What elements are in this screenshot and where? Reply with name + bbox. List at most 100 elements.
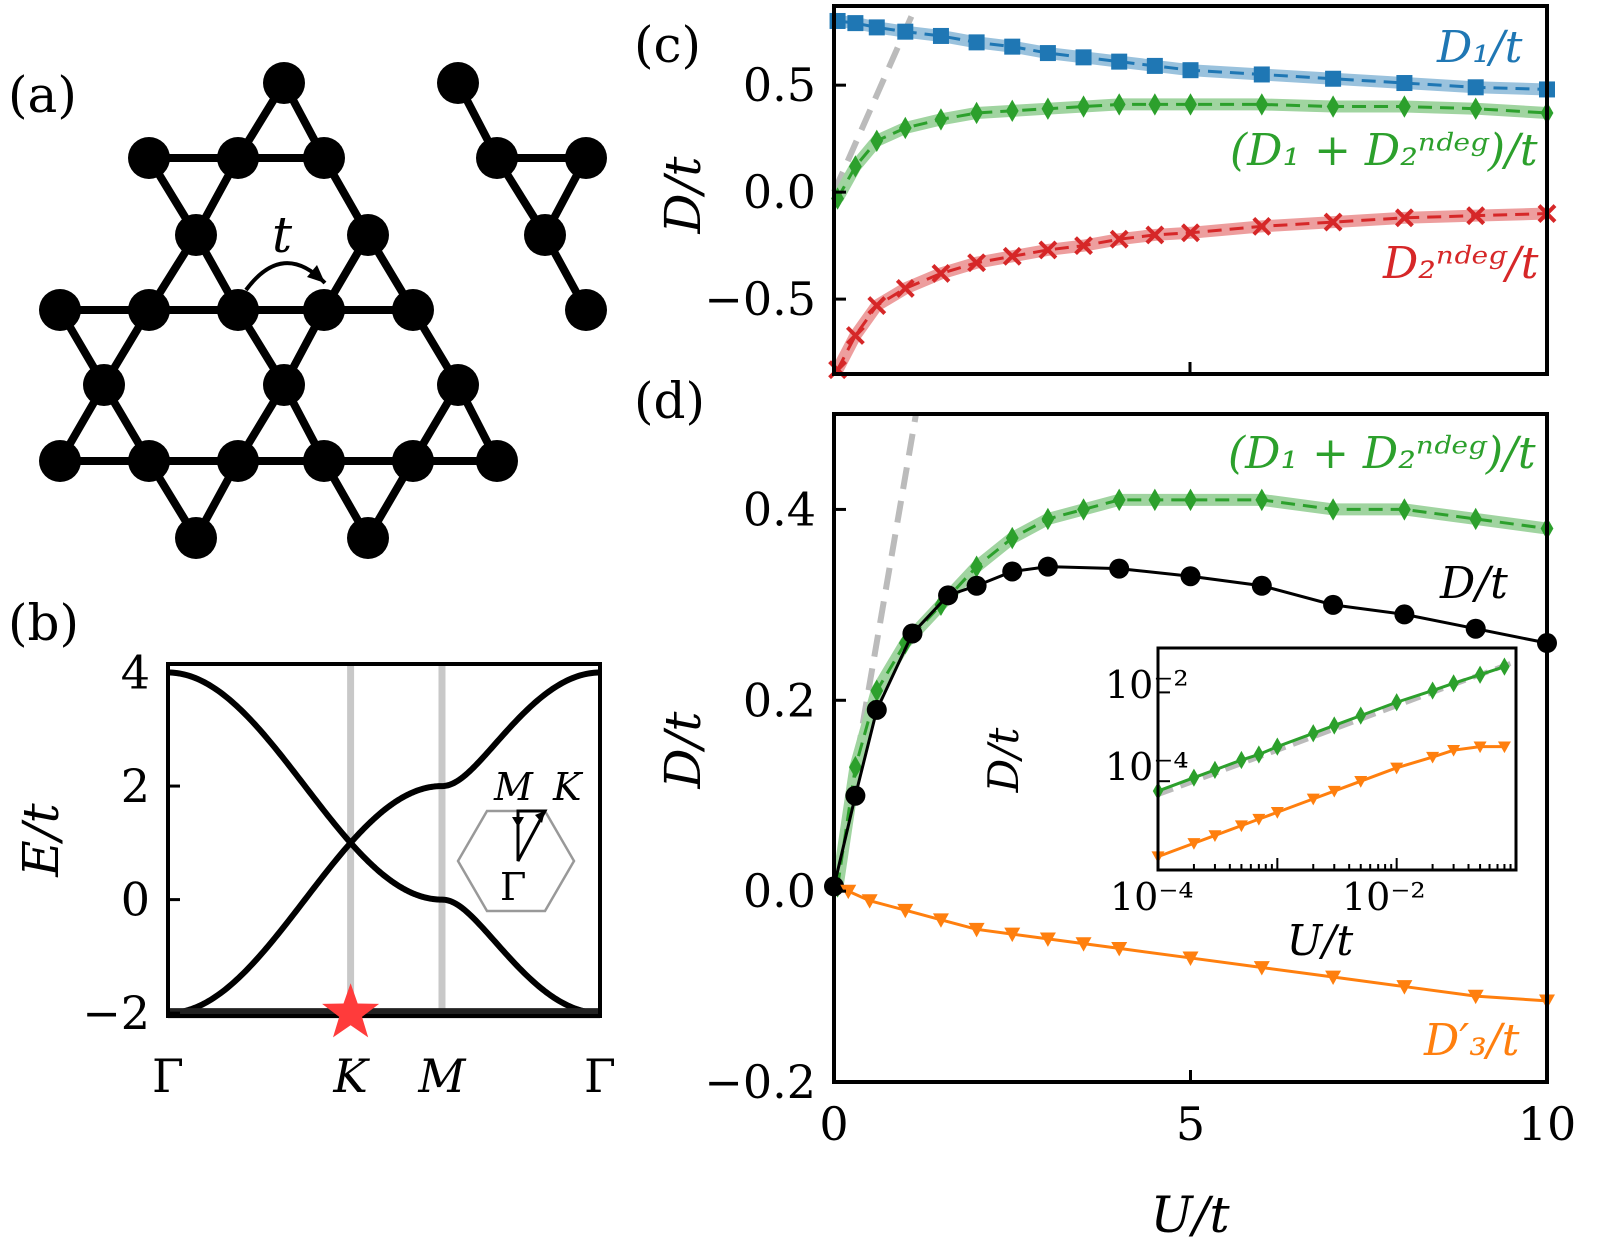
data-point <box>1002 246 1022 266</box>
data-point <box>1039 932 1056 947</box>
data-point <box>1075 49 1092 66</box>
kagome-lattice <box>39 62 607 559</box>
x-tick-label: 0 <box>819 1097 848 1151</box>
x-ticks: 0 5 10 <box>819 1070 1576 1151</box>
lattice-site <box>437 364 479 406</box>
data-point <box>897 903 914 919</box>
lattice-site <box>217 440 259 482</box>
data-point <box>1208 830 1222 842</box>
data-point <box>1398 95 1411 118</box>
data-point <box>1469 507 1483 531</box>
data-point <box>1109 558 1130 579</box>
data-point <box>1326 498 1340 521</box>
legend-D1-plus-D2ndeg: (D₁ + D₂ⁿᵈᵉᵍ)/t <box>1230 125 1538 176</box>
data-point <box>847 15 864 32</box>
data-point <box>1270 807 1284 819</box>
data-point <box>1038 240 1058 260</box>
lattice-site <box>476 137 518 179</box>
data-point <box>1355 706 1366 725</box>
data-point <box>897 23 914 40</box>
flat-band-star-marker <box>322 983 380 1038</box>
data-point <box>1002 561 1023 582</box>
data-point <box>1327 785 1341 798</box>
data-point <box>840 884 857 900</box>
data-point <box>845 785 866 806</box>
x-tick-label: Γ <box>152 1049 184 1103</box>
data-point <box>966 575 987 596</box>
data-point <box>1499 657 1510 676</box>
data-point <box>1182 62 1199 79</box>
high-symmetry-lines <box>347 664 446 1016</box>
lattice-site <box>303 137 345 179</box>
y-axis-label: D/t <box>654 711 712 790</box>
data-point <box>1005 99 1019 123</box>
data-point <box>1005 526 1019 550</box>
panel-label-c: (c) <box>634 16 701 74</box>
data-point <box>1188 768 1200 787</box>
data-point <box>1234 820 1248 833</box>
data-point <box>895 279 915 298</box>
data-point <box>1111 942 1128 957</box>
bz-inset: M K Γ <box>456 765 584 913</box>
hopping-arrow <box>244 261 327 292</box>
data-point <box>1326 95 1340 118</box>
bz-label-M: M <box>493 765 534 809</box>
legend-D1: D₁/t <box>1436 22 1523 73</box>
data-point <box>1466 206 1486 226</box>
lattice-site <box>347 214 389 256</box>
panel-c-series <box>828 4 1557 380</box>
band-curves <box>167 669 601 1019</box>
data-point <box>1396 980 1413 995</box>
data-point <box>932 27 949 44</box>
inset-ticks <box>1157 691 1517 870</box>
data-point <box>1323 212 1343 232</box>
data-point <box>1004 927 1021 943</box>
y-tick-label: 2 <box>121 759 150 813</box>
panel-c: 0.5 0.0 −0.5 D/t D₁/t (D₁ + D₂ⁿᵈᵉᵍ)/t D₂ⁿᵈ… <box>654 4 1557 380</box>
inset-xtick-1e-4: 10⁻⁴ <box>1110 875 1194 919</box>
data-point <box>1037 556 1058 577</box>
y-axis-label: E/t <box>12 802 70 877</box>
data-point <box>1390 762 1404 775</box>
data-point <box>868 19 885 36</box>
y-tick-label: 0.5 <box>743 58 816 112</box>
y-tick-label: −0.2 <box>704 1055 816 1109</box>
data-point <box>1145 225 1165 245</box>
y-tick-label: −0.5 <box>704 272 816 326</box>
lattice-site <box>565 289 607 331</box>
panel-label-d: (d) <box>634 372 705 430</box>
data-point <box>1074 236 1093 256</box>
inset-ytick-1e-2: 10⁻² <box>1105 663 1189 707</box>
data-point <box>1109 229 1129 249</box>
data-point <box>1111 53 1128 70</box>
axes-frame <box>166 662 602 1018</box>
data-point <box>1325 970 1342 986</box>
panel-d-series <box>824 413 1557 1009</box>
panel-label-b: (b) <box>8 594 79 652</box>
data-point <box>829 12 846 29</box>
bz-label-Gamma: Γ <box>500 865 526 909</box>
series-line <box>836 102 1548 200</box>
lattice-site <box>39 289 81 331</box>
data-point <box>1146 57 1163 74</box>
data-point <box>1041 97 1055 120</box>
data-point <box>1447 744 1461 757</box>
data-point <box>1252 216 1272 236</box>
data-point <box>1148 488 1162 512</box>
data-point <box>1039 45 1056 62</box>
data-point <box>932 913 949 928</box>
data-point <box>1075 937 1092 952</box>
y-axis-label: D/t <box>654 156 712 235</box>
lattice-site <box>83 364 125 406</box>
data-point <box>934 108 948 131</box>
y-ticks: 0.4 0.2 0.0 −0.2 <box>704 482 846 1109</box>
data-point <box>848 755 862 779</box>
lattice-site <box>217 137 259 179</box>
inset-y-axis-label: D/t <box>979 728 1028 794</box>
x-tick-label: M <box>417 1049 467 1103</box>
data-point <box>1308 724 1319 743</box>
data-point <box>1252 813 1266 826</box>
data-point <box>1112 488 1126 512</box>
data-point <box>1426 751 1440 764</box>
